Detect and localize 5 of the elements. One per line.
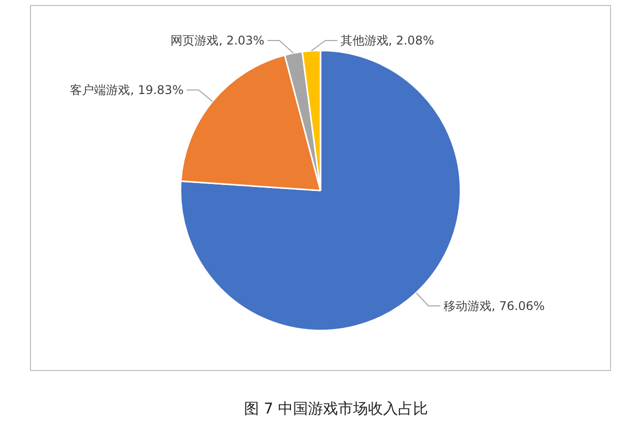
slice-label: 客户端游戏, 19.83% xyxy=(70,82,184,97)
slice-label: 网页游戏, 2.03% xyxy=(170,34,264,48)
slice-label: 移动游戏, 76.06% xyxy=(443,298,545,313)
text: 图 7 中国游戏市场收入占比 xyxy=(244,400,428,418)
slice-label: 其他游戏, 2.08% xyxy=(340,34,434,48)
